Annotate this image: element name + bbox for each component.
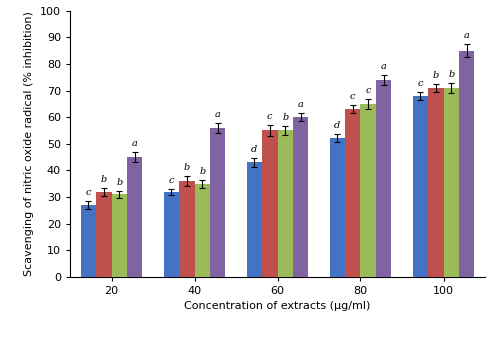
Text: b: b (100, 175, 107, 184)
Bar (412, 96, 428, 277)
Bar (112, 195, 127, 277)
X-axis label: Concentration of extracts (μg/ml): Concentration of extracts (μg/ml) (184, 301, 370, 311)
Text: b: b (184, 163, 190, 172)
Text: d: d (334, 121, 340, 130)
Text: c: c (366, 86, 371, 94)
Text: b: b (448, 70, 454, 79)
Text: a: a (464, 31, 469, 40)
Text: a: a (214, 110, 220, 119)
Text: c: c (418, 79, 423, 88)
Bar (345, 109, 360, 277)
Bar (262, 130, 278, 277)
Text: a: a (380, 62, 386, 71)
Bar (293, 117, 308, 277)
Text: b: b (116, 178, 122, 187)
Text: c: c (267, 112, 272, 121)
Bar (179, 181, 194, 277)
Y-axis label: Scavenging of nitric oxide radical (% inhibition): Scavenging of nitric oxide radical (% in… (24, 11, 34, 276)
Bar (194, 184, 210, 277)
Bar (246, 163, 262, 277)
Bar (376, 80, 392, 277)
Text: a: a (298, 100, 304, 109)
Text: b: b (199, 167, 205, 176)
Text: b: b (282, 113, 288, 122)
Text: c: c (86, 188, 91, 197)
Text: b: b (432, 71, 439, 80)
Text: c: c (168, 175, 174, 185)
Bar (164, 192, 179, 277)
Bar (428, 88, 444, 277)
Bar (96, 192, 112, 277)
Bar (210, 128, 226, 277)
Bar (444, 88, 459, 277)
Bar (459, 50, 474, 277)
Bar (330, 138, 345, 277)
Bar (127, 157, 142, 277)
Bar (80, 205, 96, 277)
Text: a: a (132, 139, 138, 148)
Text: c: c (350, 92, 356, 101)
Text: d: d (252, 144, 258, 154)
Bar (360, 104, 376, 277)
Bar (278, 130, 293, 277)
